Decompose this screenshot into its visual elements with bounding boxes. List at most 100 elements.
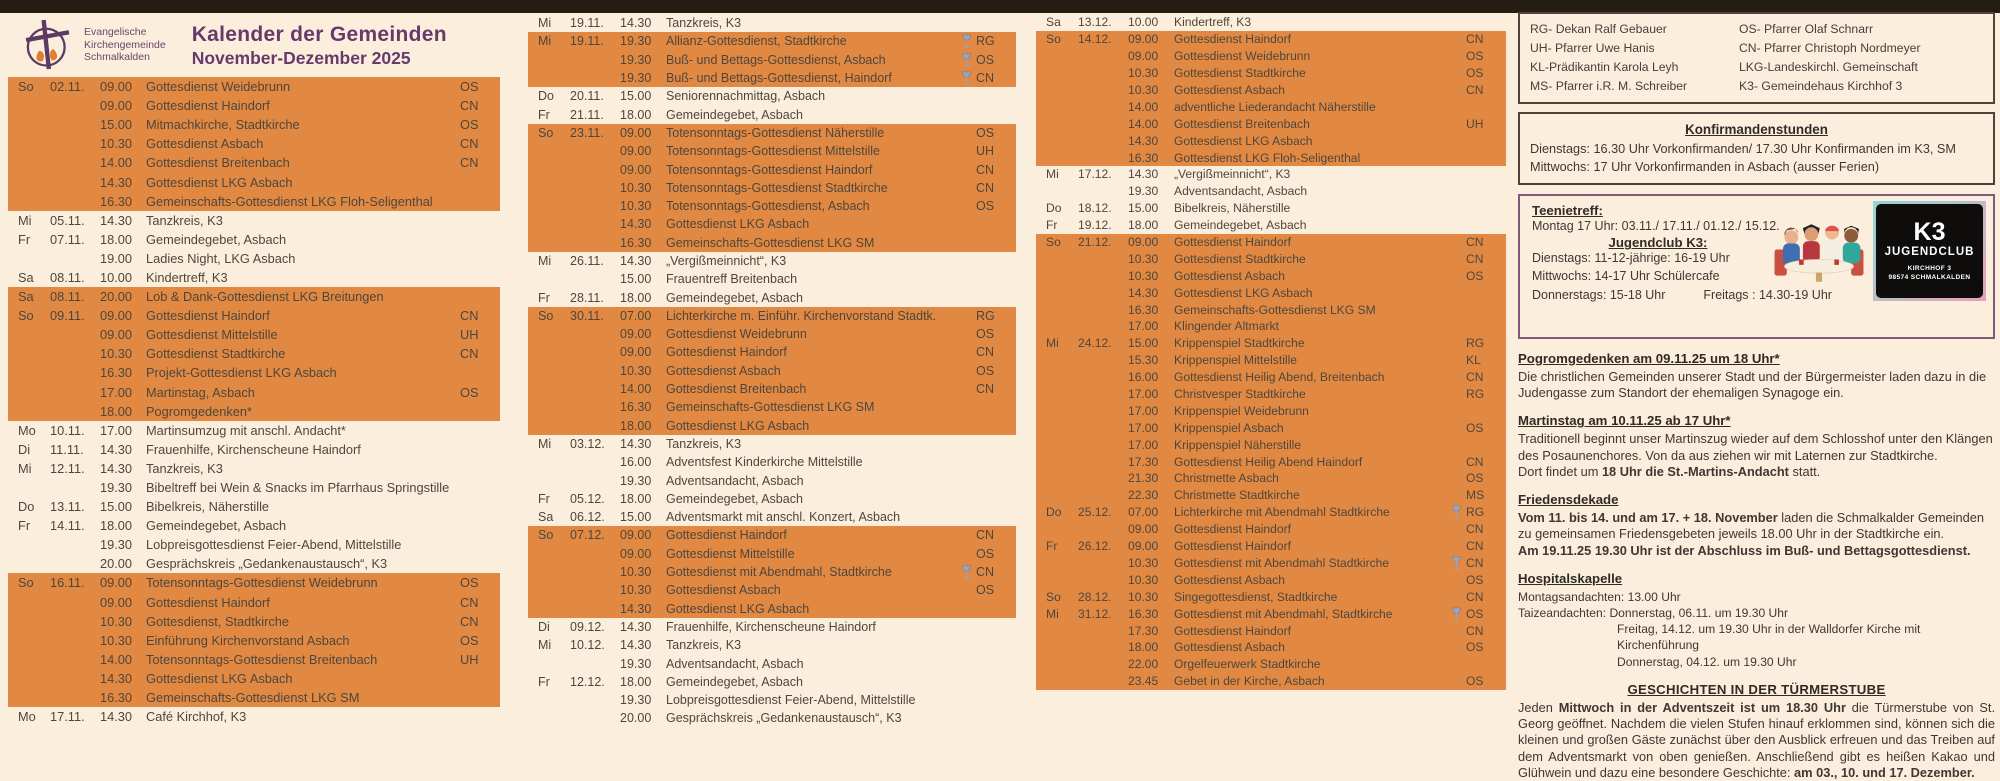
event-title: „Vergißmeinnicht“, K3 [666,254,787,268]
events-november-second-half: Mi 19.11. 14.30 Tanzkreis, K3 Mi 19.11. 19.30 A… [528,14,1016,728]
note-text-bold: 18 Uhr die St.-Martins-Andacht [1601,463,1789,479]
event-leader-code: CN [460,98,479,114]
calendar-row: 14.30 Gottesdienst LKG Asbach [1036,132,1506,149]
event-time: 14.00 [1128,116,1159,131]
event-weekday: So [18,575,34,591]
calendar-block: Mo 10.11. 17.00 Martinsumzug mit anschl. An… [8,421,500,574]
calendar-row: Do 18.12. 15.00 Bibelkreis, Näherstille [1036,200,1506,217]
event-title: Gemeinschafts-Gottesdienst LKG SM [1174,302,1376,317]
event-title: Gemeindegebet, Asbach [666,674,803,689]
event-time: 14.00 [620,382,652,397]
calendar-block-highlighted: Sa 08.11. 20.00 Lob & Dank-Gottesdienst LKG… [8,287,500,421]
event-leader-code: CN [976,528,995,543]
event-time: 07.00 [620,308,652,323]
calendar-row: 10.30 Gottesdienst Asbach OS [1036,571,1506,588]
event-title: Gottesdienst Asbach [666,363,781,378]
event-time: 10.30 [620,583,652,598]
event-date: 10.11. [50,422,85,438]
k3-logo-name: JUGENDCLUB [1884,245,1975,258]
event-date: 10.12. [570,638,605,653]
event-leader-code: CN [460,613,479,629]
konfirmanden-line: Mittwochs: 17 Uhr Vorkonfirmanden in Asb… [1530,160,1880,175]
event-title: Gottesdienst Breitenbach [146,155,290,171]
event-leader-code: CN [1466,555,1484,570]
event-title: Gemeindegebet, Asbach [1174,218,1307,233]
event-leader-code: RG [1466,387,1485,402]
event-leader-code: UH [460,327,479,343]
note-pogromgedenken: Pogromgedenken am 09.11.25 um 18 Uhr* Die… [1518,351,1995,402]
event-title: Gottesdienst LKG Asbach [1174,285,1313,300]
event-title: Christmette Asbach [1174,471,1279,486]
event-time: 18.00 [620,290,652,305]
calendar-row: So 16.11. 09.00 Totensonntags-Gottesdienst … [8,573,500,592]
calendar-row: Fr 05.12. 18.00 Gemeindegebet, Asbach [528,490,1016,508]
event-time: 14.30 [620,16,652,31]
event-title: Buß- und Bettags-Gottesdienst, Asbach [666,52,886,67]
event-title: Seniorennachmittag, Asbach [666,89,826,104]
event-title: Totensonntags-Gottesdienst, Asbach [666,199,870,214]
event-weekday: Mo [18,709,36,725]
event-leader-code: CN [1466,623,1484,638]
event-time: 16.00 [1128,370,1159,385]
event-title: Gottesdienst Weidebrunn [1174,49,1311,64]
calendar-row: Mi 17.12. 14.30 „Vergißmeinnicht“, K3 [1036,166,1506,183]
event-weekday: Do [18,499,35,515]
event-title: Krippenspiel Weidebrunn [1174,403,1309,418]
calendar-row: 16.30 Gemeinschafts-Gottesdienst LKG SM [528,234,1016,252]
note-text: Freitag, 14.12. um 19.30 Uhr in der Wall… [1617,622,1921,653]
event-time: 14.30 [620,601,652,616]
event-title: Gemeinschafts-Gottesdienst LKG SM [666,400,875,415]
calendar-row: 19.30 Buß- und Bettags-Gottesdienst, Asba… [528,51,1016,69]
event-time: 09.00 [100,594,133,610]
event-time: 16.30 [620,235,652,250]
event-weekday: So [1046,589,1061,604]
event-date: 21.11. [570,107,604,122]
event-title: Lichterkirche mit Abendmahl Stadtkirche [1174,505,1390,520]
note-text: Traditionell beginnt unser Martinszug wi… [1518,431,1993,463]
calendar-block-highlighted: So 14.12. 09.00 Gottesdienst Haindorf CN 09.0… [1036,30,1506,167]
event-title: Tanzkreis, K3 [666,638,742,653]
event-title: Gottesdienst Haindorf [1174,522,1291,537]
event-date: 08.11. [50,289,85,305]
event-time: 15.00 [1128,201,1159,216]
calendar-row: So 28.12. 10.30 Singegottesdienst, Stadtkir… [1036,588,1506,605]
event-date: 11.11. [50,441,84,457]
calendar-row: 10.30 Gottesdienst Stadtkirche CN [8,344,500,363]
event-time: 15.00 [620,510,652,525]
calendar-row: 15.30 Krippenspiel Mittelstille KL [1036,352,1506,369]
event-time: 14.00 [100,155,133,171]
event-title: Adventsandacht, Asbach [666,656,804,671]
calendar-block: Mi 05.11. 14.30 Tanzkreis, K3 Fr 07.11. 18.00 G… [8,211,500,287]
jugendclub-donnerstags: Donnerstags: 15-18 Uhr [1532,288,1666,303]
note-title: Hospitalskapelle [1518,570,1623,586]
event-title: Gottesdienst Weidebrunn [146,79,291,95]
event-title: Adventsfest Kinderkirche Mittelstille [666,455,863,470]
event-title: Krippenspiel Näherstille [1174,437,1302,452]
event-title: Frauenhilfe, Kirchenscheune Haindorf [666,619,876,634]
event-leader-code: OS [976,52,995,67]
event-leader-code: CN [1466,539,1484,554]
event-time: 15.00 [620,272,652,287]
calendar-row: 10.30 Gottesdienst Asbach OS [1036,267,1506,284]
event-title: Gottesdienst Haindorf [1174,235,1291,250]
event-leader-code: OS [976,125,995,140]
event-weekday: Mi [538,638,552,653]
event-title: Gottesdienst Stadtkirche [1174,251,1306,266]
event-weekday: Fr [1046,539,1058,554]
note-text-bold: Vom 11. bis 14. und am 17. + 18. Novembe… [1518,510,1778,526]
event-date: 24.12. [1078,336,1112,351]
event-title: Lichterkirche m. Einführ. Kirchenvorstan… [666,308,937,323]
event-leader-code: KL [1466,353,1481,368]
jugendclub-dienstags-line: Dienstags: 11-12-jährige: 16-19 Uhr [1532,251,1730,266]
event-title: Gottesdienst LKG Floh-Seligenthal [1174,150,1361,165]
event-time: 15.00 [1128,336,1159,351]
note-title: Friedensdekade [1518,492,1619,508]
event-weekday: Do [1046,201,1062,216]
calendar-row: 20.00 Gesprächskreis „Gedankenaustausch“,… [8,554,500,573]
event-weekday: Do [1046,505,1062,520]
calendar-block: Sa 13.12. 10.00 Kindertreff, K3 [1036,14,1506,31]
calendar-row: So 23.11. 09.00 Totensonntags-Gottesdienst … [528,124,1016,142]
calendar-row: 19.30 Adventsandacht, Asbach [528,654,1016,672]
event-leader-code: RG [1466,505,1485,520]
event-time: 09.00 [100,327,133,343]
